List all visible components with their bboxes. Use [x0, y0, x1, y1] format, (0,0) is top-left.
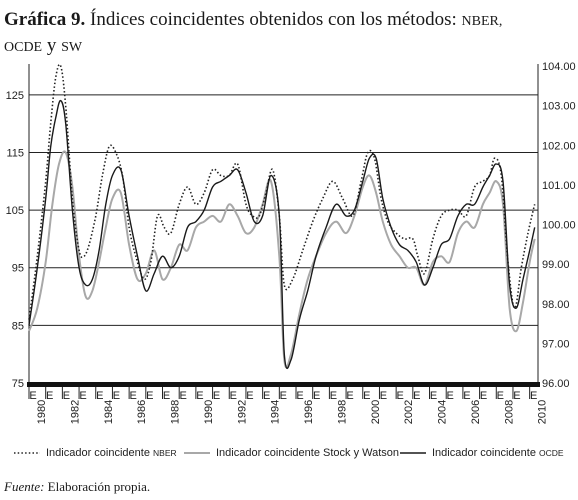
- title-conjunction: y: [46, 35, 57, 56]
- x-year-label: 1986: [136, 400, 148, 424]
- legend-suffix-ocde: OCDE: [539, 448, 564, 458]
- series-line-black: [28, 99, 536, 369]
- x-month-label: E: [29, 390, 36, 402]
- x-year-label: 1994: [270, 400, 282, 424]
- x-year-label: 1990: [203, 400, 215, 424]
- legend-item-ocde: Indicador coincidente OCDE: [400, 447, 564, 459]
- x-month-label: E: [330, 390, 337, 402]
- y-left-tick-label: 105: [6, 205, 24, 217]
- x-month-label: E: [497, 390, 504, 402]
- y-left-tick-label: 75: [12, 378, 24, 390]
- title-sw: SW: [61, 40, 83, 55]
- legend-label-ocde: Indicador coincidente: [432, 447, 536, 459]
- y-right-tick-label: 96.00: [542, 378, 570, 390]
- x-year-label: 1996: [303, 400, 315, 424]
- x-month-label: E: [146, 390, 153, 402]
- legend-swatch-dotted: [14, 452, 40, 454]
- x-month-label: E: [263, 390, 270, 402]
- x-month-label: E: [280, 390, 287, 402]
- legend-swatch-black: [400, 452, 426, 454]
- x-axis-bar: [27, 382, 540, 387]
- y-left-tick-label: 85: [12, 320, 24, 332]
- line-chart: 75 85 95 105 115 125 96.00 97.00 98.00 99.00 100.0…: [6, 61, 576, 424]
- x-month-label: E: [380, 390, 387, 402]
- series-line-dotted: [28, 63, 536, 320]
- title-nber: NBER,: [461, 14, 503, 29]
- x-month-label: E: [396, 390, 403, 402]
- title-figure-number: Gráfica 9.: [4, 9, 86, 30]
- legend-item-sw: Indicador coincidente Stock y Watson: [184, 447, 399, 459]
- y-left-tick-label: 115: [6, 147, 24, 159]
- x-month-label: E: [313, 390, 320, 402]
- x-year-label: 1980: [36, 400, 48, 424]
- y-left-tick-label: 125: [6, 90, 24, 102]
- y-right-tick-label: 103.00: [542, 101, 576, 113]
- x-month-label: E: [230, 390, 237, 402]
- x-year-label: 2002: [403, 400, 415, 424]
- title-ocde: OCDE: [4, 40, 43, 55]
- legend-swatch-gray: [184, 452, 210, 454]
- x-month-label: E: [213, 390, 220, 402]
- x-month-label: E: [530, 390, 537, 402]
- x-month-label: E: [480, 390, 487, 402]
- y-right-tick-label: 101.00: [542, 180, 576, 192]
- x-year-label: 2004: [437, 400, 449, 424]
- axes: [27, 64, 540, 399]
- x-month-label: E: [463, 390, 470, 402]
- x-year-label: 1984: [103, 400, 115, 424]
- y-left-tick-label: 95: [12, 263, 24, 275]
- y-right-tick-label: 99.00: [542, 259, 570, 271]
- y-right-tick-label: 97.00: [542, 338, 570, 350]
- x-month-label: E: [513, 390, 520, 402]
- x-year-label: 1992: [236, 400, 248, 424]
- x-month-label: E: [447, 390, 454, 402]
- source-label: Fuente:: [4, 479, 45, 494]
- x-month-label: E: [79, 390, 86, 402]
- y-right-tick-label: 102.00: [542, 140, 576, 152]
- source-note: Fuente: Elaboración propia.: [4, 479, 150, 495]
- legend-label-sw: Indicador coincidente Stock y Watson: [216, 447, 400, 459]
- x-year-label: 1982: [69, 400, 81, 424]
- series-layer: [28, 63, 536, 369]
- tick-labels: 75 85 95 105 115 125 96.00 97.00 98.00 99.00 100.0…: [6, 61, 576, 424]
- x-month-label: E: [96, 390, 103, 402]
- x-month-label: E: [246, 390, 253, 402]
- y-right-tick-label: 104.00: [542, 61, 576, 73]
- x-month-label: E: [296, 390, 303, 402]
- legend-item-nber: Indicador coincidente NBER: [14, 447, 177, 459]
- x-year-label: 2008: [503, 400, 515, 424]
- x-month-label: E: [363, 390, 370, 402]
- legend-label-nber: Indicador coincidente: [46, 447, 150, 459]
- x-month-label: E: [129, 390, 136, 402]
- x-month-label: E: [163, 390, 170, 402]
- x-year-label: 2000: [370, 400, 382, 424]
- x-month-label: E: [113, 390, 120, 402]
- legend-suffix-nber: NBER: [153, 448, 177, 458]
- title-text: Índices coincidentes obtenidos con los m…: [90, 9, 457, 30]
- x-year-label: 2010: [537, 400, 549, 424]
- x-month-label: E: [346, 390, 353, 402]
- x-month-label: E: [413, 390, 420, 402]
- x-year-label: 1988: [170, 400, 182, 424]
- source-text: Elaboración propia.: [47, 479, 151, 494]
- chart-title: Gráfica 9. Índices coincidentes obtenido…: [4, 8, 564, 60]
- y-right-tick-label: 100.00: [542, 220, 576, 232]
- x-year-label: 1998: [336, 400, 348, 424]
- x-month-label: E: [196, 390, 203, 402]
- y-right-tick-label: 98.00: [542, 299, 570, 311]
- x-month-label: E: [63, 390, 70, 402]
- gridlines: [29, 94, 538, 326]
- x-month-label: E: [46, 390, 53, 402]
- x-year-label: 2006: [470, 400, 482, 424]
- chart-legend: Indicador coincidente NBER Indicador coi…: [0, 443, 578, 465]
- x-month-label: E: [430, 390, 437, 402]
- x-month-label: E: [180, 390, 187, 402]
